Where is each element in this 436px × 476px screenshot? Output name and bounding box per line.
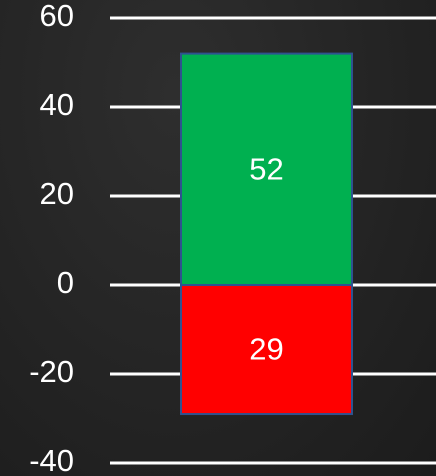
y-tick-label: 0: [57, 265, 74, 300]
y-tick-label: 60: [40, 0, 74, 33]
y-tick-label: -40: [29, 443, 74, 476]
y-tick-label: -20: [29, 354, 74, 389]
data-label: 29: [249, 332, 283, 367]
y-tick-label: 40: [40, 87, 74, 122]
data-label: 52: [249, 151, 283, 186]
y-tick-label: 20: [40, 176, 74, 211]
bar-segment: [180, 284, 353, 416]
